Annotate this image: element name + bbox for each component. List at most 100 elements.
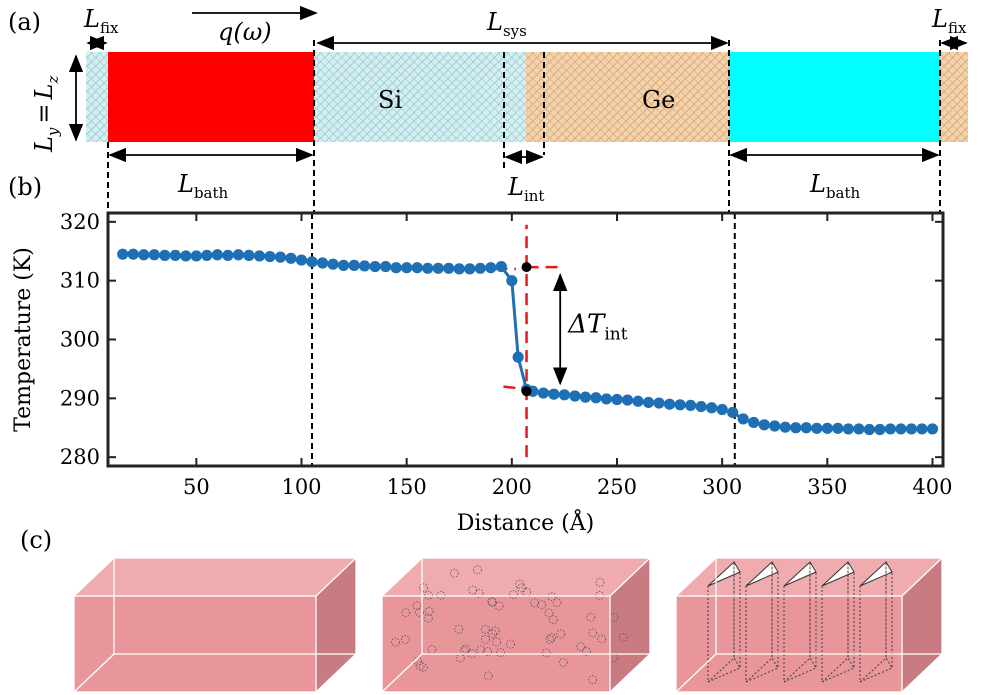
y-tick-label: 290 xyxy=(60,386,100,410)
data-point xyxy=(632,395,644,407)
data-point xyxy=(169,249,181,261)
label-lbath-right: Lbath xyxy=(809,170,861,202)
prism-edge xyxy=(783,572,817,683)
data-point xyxy=(512,351,524,363)
data-point xyxy=(874,423,886,436)
data-point xyxy=(295,254,308,266)
temperature-chart: ΔTint 50 100 150 200 250 300 350 400 280 290 300 310… xyxy=(11,210,953,536)
data-point xyxy=(148,249,160,261)
slab-pristine xyxy=(73,557,358,693)
data-point xyxy=(832,422,844,434)
prism-top xyxy=(859,561,893,587)
y-tick-label: 300 xyxy=(60,328,100,352)
data-point xyxy=(821,422,833,434)
defect-circle xyxy=(548,615,558,625)
data-point xyxy=(285,252,297,264)
data-point xyxy=(737,413,749,425)
defect-circle xyxy=(454,624,464,634)
data-point xyxy=(380,260,392,273)
defect-circle xyxy=(496,648,506,657)
data-point xyxy=(842,423,854,435)
data-point xyxy=(117,248,129,260)
y-axis-label: Temperature (K) xyxy=(11,247,36,432)
defect-circle xyxy=(597,634,607,644)
data-point xyxy=(926,423,939,435)
svg-text:Lfix: Lfix xyxy=(931,5,967,37)
data-point xyxy=(453,263,465,275)
defect-circle xyxy=(436,590,446,600)
x-tick-label: 300 xyxy=(702,475,742,499)
defect-circle xyxy=(586,612,596,622)
data-point xyxy=(653,397,665,409)
data-point xyxy=(611,393,623,406)
defect-circle xyxy=(483,671,493,681)
defect-circle xyxy=(459,646,469,656)
svg-text:Lbath: Lbath xyxy=(177,170,229,202)
slab-2-side xyxy=(610,558,650,692)
x-axis-label: Distance (Å) xyxy=(457,508,594,536)
y-tick-label: 310 xyxy=(60,269,100,293)
data-point xyxy=(811,422,823,434)
label-lfix-right: Lfix xyxy=(931,5,967,37)
defect-circle xyxy=(492,637,501,647)
data-point xyxy=(401,262,413,274)
data-point xyxy=(905,423,918,435)
data-point xyxy=(190,250,202,262)
data-point xyxy=(579,391,592,403)
data-point xyxy=(422,262,434,274)
data-point xyxy=(663,398,676,410)
data-point xyxy=(127,248,139,260)
data-point xyxy=(853,423,865,435)
q-omega-label: q(ω) xyxy=(218,18,272,46)
data-point xyxy=(695,400,707,413)
ge-region xyxy=(526,52,729,142)
data-point xyxy=(548,388,560,400)
defect-circle xyxy=(515,579,525,589)
panel-a-structure xyxy=(86,52,968,142)
x-tick-label: 250 xyxy=(597,475,637,499)
data-point xyxy=(232,249,245,261)
prism-top xyxy=(821,561,855,587)
prism-edge xyxy=(821,572,855,683)
data-point xyxy=(464,263,476,275)
point-defects xyxy=(391,565,628,685)
x-tick-label: 200 xyxy=(492,475,532,499)
defect-circle xyxy=(423,613,433,623)
si-label: Si xyxy=(378,86,402,114)
defect-circle xyxy=(449,568,459,578)
slab-3-side xyxy=(902,558,942,692)
ly-lz-label: Ly=Lz xyxy=(30,76,62,153)
svg-text:Lfix: Lfix xyxy=(83,5,119,37)
defect-circle xyxy=(401,608,411,618)
defect-circle xyxy=(547,633,557,642)
slab-1-front xyxy=(74,596,316,692)
defect-circle xyxy=(488,629,497,639)
panel-label-c: (c) xyxy=(20,526,52,554)
defect-circle xyxy=(530,598,540,608)
svg-text:Lbath: Lbath xyxy=(809,170,861,202)
data-point xyxy=(159,249,171,261)
label-lint: Lint xyxy=(507,173,544,205)
data-point xyxy=(264,250,276,263)
defect-circle xyxy=(424,590,433,600)
data-point xyxy=(253,250,266,262)
interface-point xyxy=(521,386,532,397)
defect-circle xyxy=(618,633,628,642)
x-tick-label: 150 xyxy=(387,475,427,499)
defect-circle xyxy=(537,600,546,610)
defect-circle xyxy=(424,607,434,616)
slab-2-top xyxy=(382,558,650,596)
data-point xyxy=(495,260,507,273)
defect-circle xyxy=(595,577,605,587)
data-point xyxy=(316,257,329,269)
slab-point-defects xyxy=(381,557,652,693)
data-point xyxy=(337,259,350,271)
prism-top xyxy=(745,561,779,587)
panel-label-a: (a) xyxy=(8,8,41,36)
cold-bath xyxy=(729,52,940,142)
data-point xyxy=(600,393,613,405)
data-point xyxy=(642,396,655,409)
defect-circle xyxy=(544,608,554,618)
defect-circle xyxy=(480,635,490,644)
